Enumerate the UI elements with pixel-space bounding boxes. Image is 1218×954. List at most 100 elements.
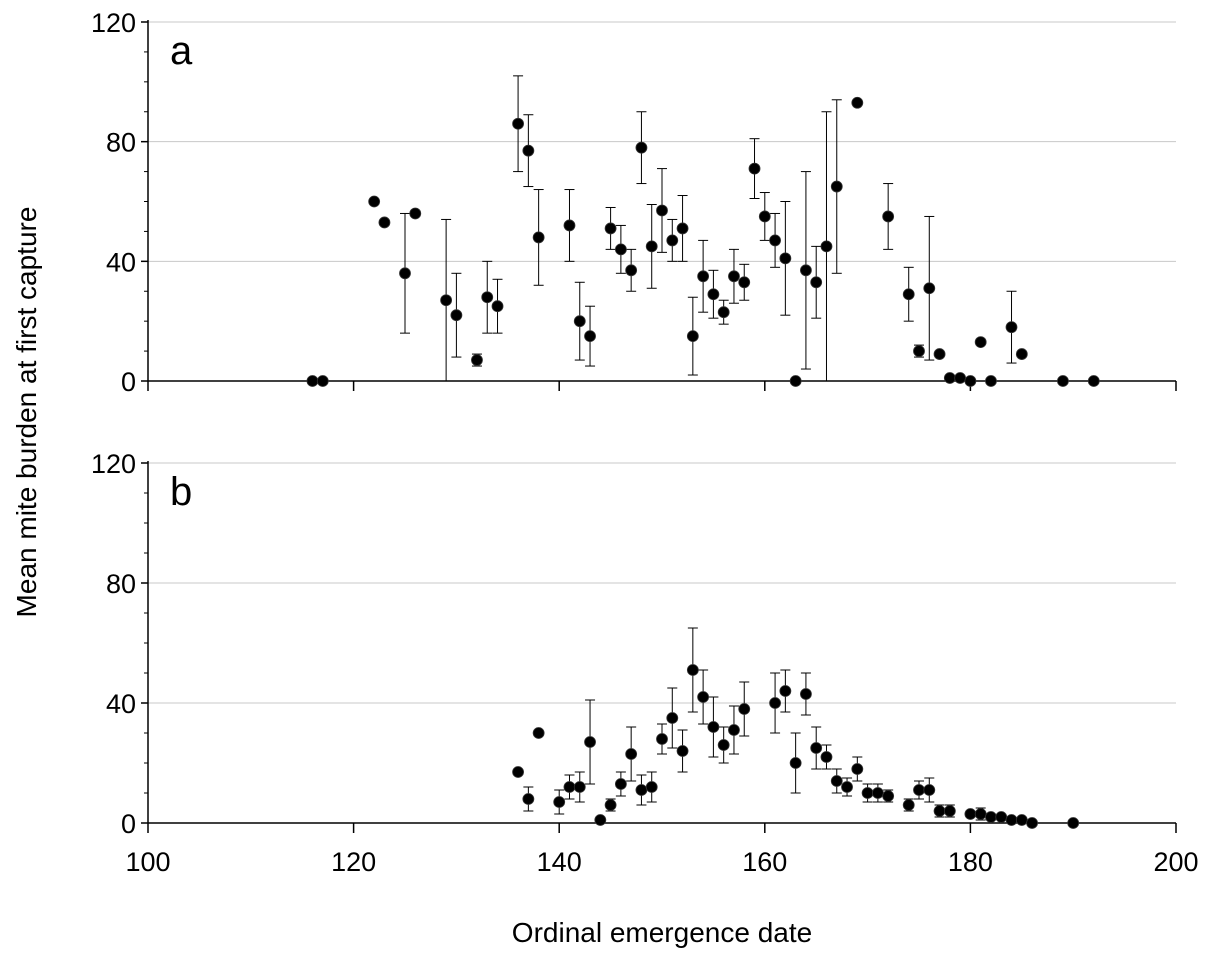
y-tick-label: 40 bbox=[106, 247, 136, 277]
data-point bbox=[656, 733, 668, 745]
data-point bbox=[882, 790, 895, 802]
data-point bbox=[728, 724, 740, 736]
data-point bbox=[676, 222, 689, 235]
data-point bbox=[378, 216, 391, 229]
data-point bbox=[779, 685, 792, 697]
y-tick-label: 0 bbox=[121, 809, 136, 839]
data-point bbox=[923, 784, 936, 796]
data-point bbox=[635, 141, 648, 154]
data-point bbox=[758, 210, 771, 223]
data-point bbox=[717, 739, 730, 751]
data-point bbox=[902, 288, 915, 301]
data-point bbox=[471, 354, 483, 366]
data-point bbox=[769, 697, 781, 709]
x-tick-label: 160 bbox=[742, 847, 787, 877]
data-point bbox=[635, 784, 648, 796]
data-point bbox=[995, 811, 1008, 823]
data-point bbox=[697, 691, 710, 703]
data-point bbox=[769, 234, 781, 247]
data-point bbox=[594, 814, 607, 826]
data-point bbox=[409, 207, 422, 220]
data-point bbox=[810, 742, 823, 754]
data-point bbox=[779, 252, 792, 265]
data-point bbox=[871, 787, 884, 799]
data-point bbox=[738, 703, 751, 715]
data-point bbox=[933, 805, 946, 817]
y-tick-label: 40 bbox=[106, 689, 136, 719]
y-axis-title: Mean mite burden at first capture bbox=[11, 207, 42, 618]
data-point bbox=[830, 775, 843, 787]
data-point bbox=[656, 204, 668, 217]
data-point bbox=[923, 282, 936, 295]
data-point bbox=[800, 688, 812, 700]
data-point bbox=[625, 264, 638, 277]
data-point bbox=[841, 781, 853, 793]
data-point bbox=[399, 267, 411, 280]
data-point bbox=[614, 243, 627, 256]
panel-label: a bbox=[170, 29, 193, 73]
data-point bbox=[625, 748, 638, 760]
data-point bbox=[532, 231, 545, 244]
data-point bbox=[820, 751, 833, 763]
data-point bbox=[717, 306, 730, 319]
y-tick-label: 120 bbox=[91, 449, 136, 479]
data-point bbox=[604, 799, 617, 811]
data-point bbox=[789, 757, 802, 769]
x-tick-label: 120 bbox=[331, 847, 376, 877]
data-point bbox=[686, 330, 699, 343]
data-point bbox=[974, 808, 987, 820]
panel-a: 0 40 80 120 a bbox=[91, 8, 1177, 397]
x-tick-label: 200 bbox=[1153, 847, 1198, 877]
data-point bbox=[686, 664, 699, 676]
data-point bbox=[491, 300, 504, 313]
data-point bbox=[563, 781, 576, 793]
data-point bbox=[851, 96, 864, 109]
data-point bbox=[440, 294, 453, 307]
y-tick-label: 120 bbox=[91, 8, 136, 38]
data-point bbox=[943, 372, 956, 384]
data-point bbox=[800, 264, 812, 277]
data-point bbox=[573, 315, 586, 328]
data-point bbox=[985, 375, 997, 387]
y-tick-label: 80 bbox=[106, 569, 136, 599]
data-point bbox=[584, 330, 596, 343]
data-point bbox=[902, 799, 915, 811]
data-point bbox=[584, 736, 596, 748]
data-point bbox=[614, 778, 627, 790]
data-point bbox=[707, 288, 720, 301]
data-point bbox=[985, 811, 997, 823]
data-point bbox=[368, 195, 381, 208]
data-point bbox=[604, 222, 617, 235]
x-tick-label: 140 bbox=[537, 847, 582, 877]
data-point bbox=[553, 796, 566, 808]
data-point bbox=[573, 781, 586, 793]
data-point bbox=[789, 375, 802, 387]
data-point bbox=[1015, 348, 1028, 360]
data-point bbox=[964, 375, 977, 387]
data-point bbox=[697, 270, 710, 283]
data-point bbox=[933, 348, 946, 360]
panel-b: 0 40 80 120 100 120 140 160 180 200 b bbox=[91, 449, 1199, 877]
data-point bbox=[738, 276, 751, 289]
panel-label: b bbox=[170, 470, 192, 514]
data-point bbox=[645, 781, 658, 793]
data-point bbox=[707, 721, 720, 733]
data-point bbox=[532, 727, 545, 739]
x-tick-label: 100 bbox=[125, 847, 170, 877]
data-point bbox=[974, 336, 987, 349]
data-point bbox=[645, 240, 658, 253]
data-point bbox=[748, 162, 761, 175]
y-tick-label: 0 bbox=[121, 367, 136, 397]
data-point bbox=[851, 763, 864, 775]
data-point bbox=[522, 793, 535, 805]
data-point bbox=[1087, 375, 1100, 387]
data-point bbox=[512, 766, 524, 778]
data-point bbox=[954, 372, 967, 384]
data-point bbox=[830, 180, 843, 193]
data-point bbox=[1005, 321, 1018, 334]
x-axis-title: Ordinal emergence date bbox=[512, 917, 812, 948]
data-point bbox=[666, 712, 679, 724]
data-point bbox=[1015, 814, 1028, 826]
data-point bbox=[820, 240, 833, 253]
